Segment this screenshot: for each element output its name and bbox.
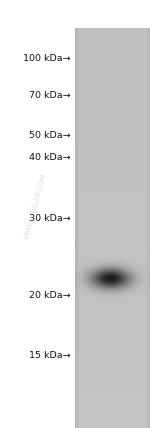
- Text: 100 kDa→: 100 kDa→: [23, 54, 70, 62]
- Text: 15 kDa→: 15 kDa→: [29, 351, 70, 360]
- Text: 30 kDa→: 30 kDa→: [29, 214, 70, 223]
- Text: 50 kDa→: 50 kDa→: [29, 131, 70, 140]
- Text: 40 kDa→: 40 kDa→: [29, 154, 70, 163]
- Text: WWW.PTGLAB.COM: WWW.PTGLAB.COM: [24, 172, 48, 239]
- Text: 20 kDa→: 20 kDa→: [29, 291, 70, 300]
- Text: 70 kDa→: 70 kDa→: [29, 90, 70, 99]
